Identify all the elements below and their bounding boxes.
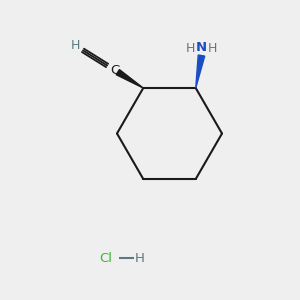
Text: Cl: Cl xyxy=(99,251,112,265)
Polygon shape xyxy=(116,70,143,88)
Text: H: H xyxy=(134,251,144,265)
Text: H: H xyxy=(208,41,218,55)
Text: N: N xyxy=(196,41,207,54)
Text: H: H xyxy=(185,41,195,55)
Text: H: H xyxy=(71,39,80,52)
Polygon shape xyxy=(196,55,205,88)
Text: C: C xyxy=(110,64,119,77)
